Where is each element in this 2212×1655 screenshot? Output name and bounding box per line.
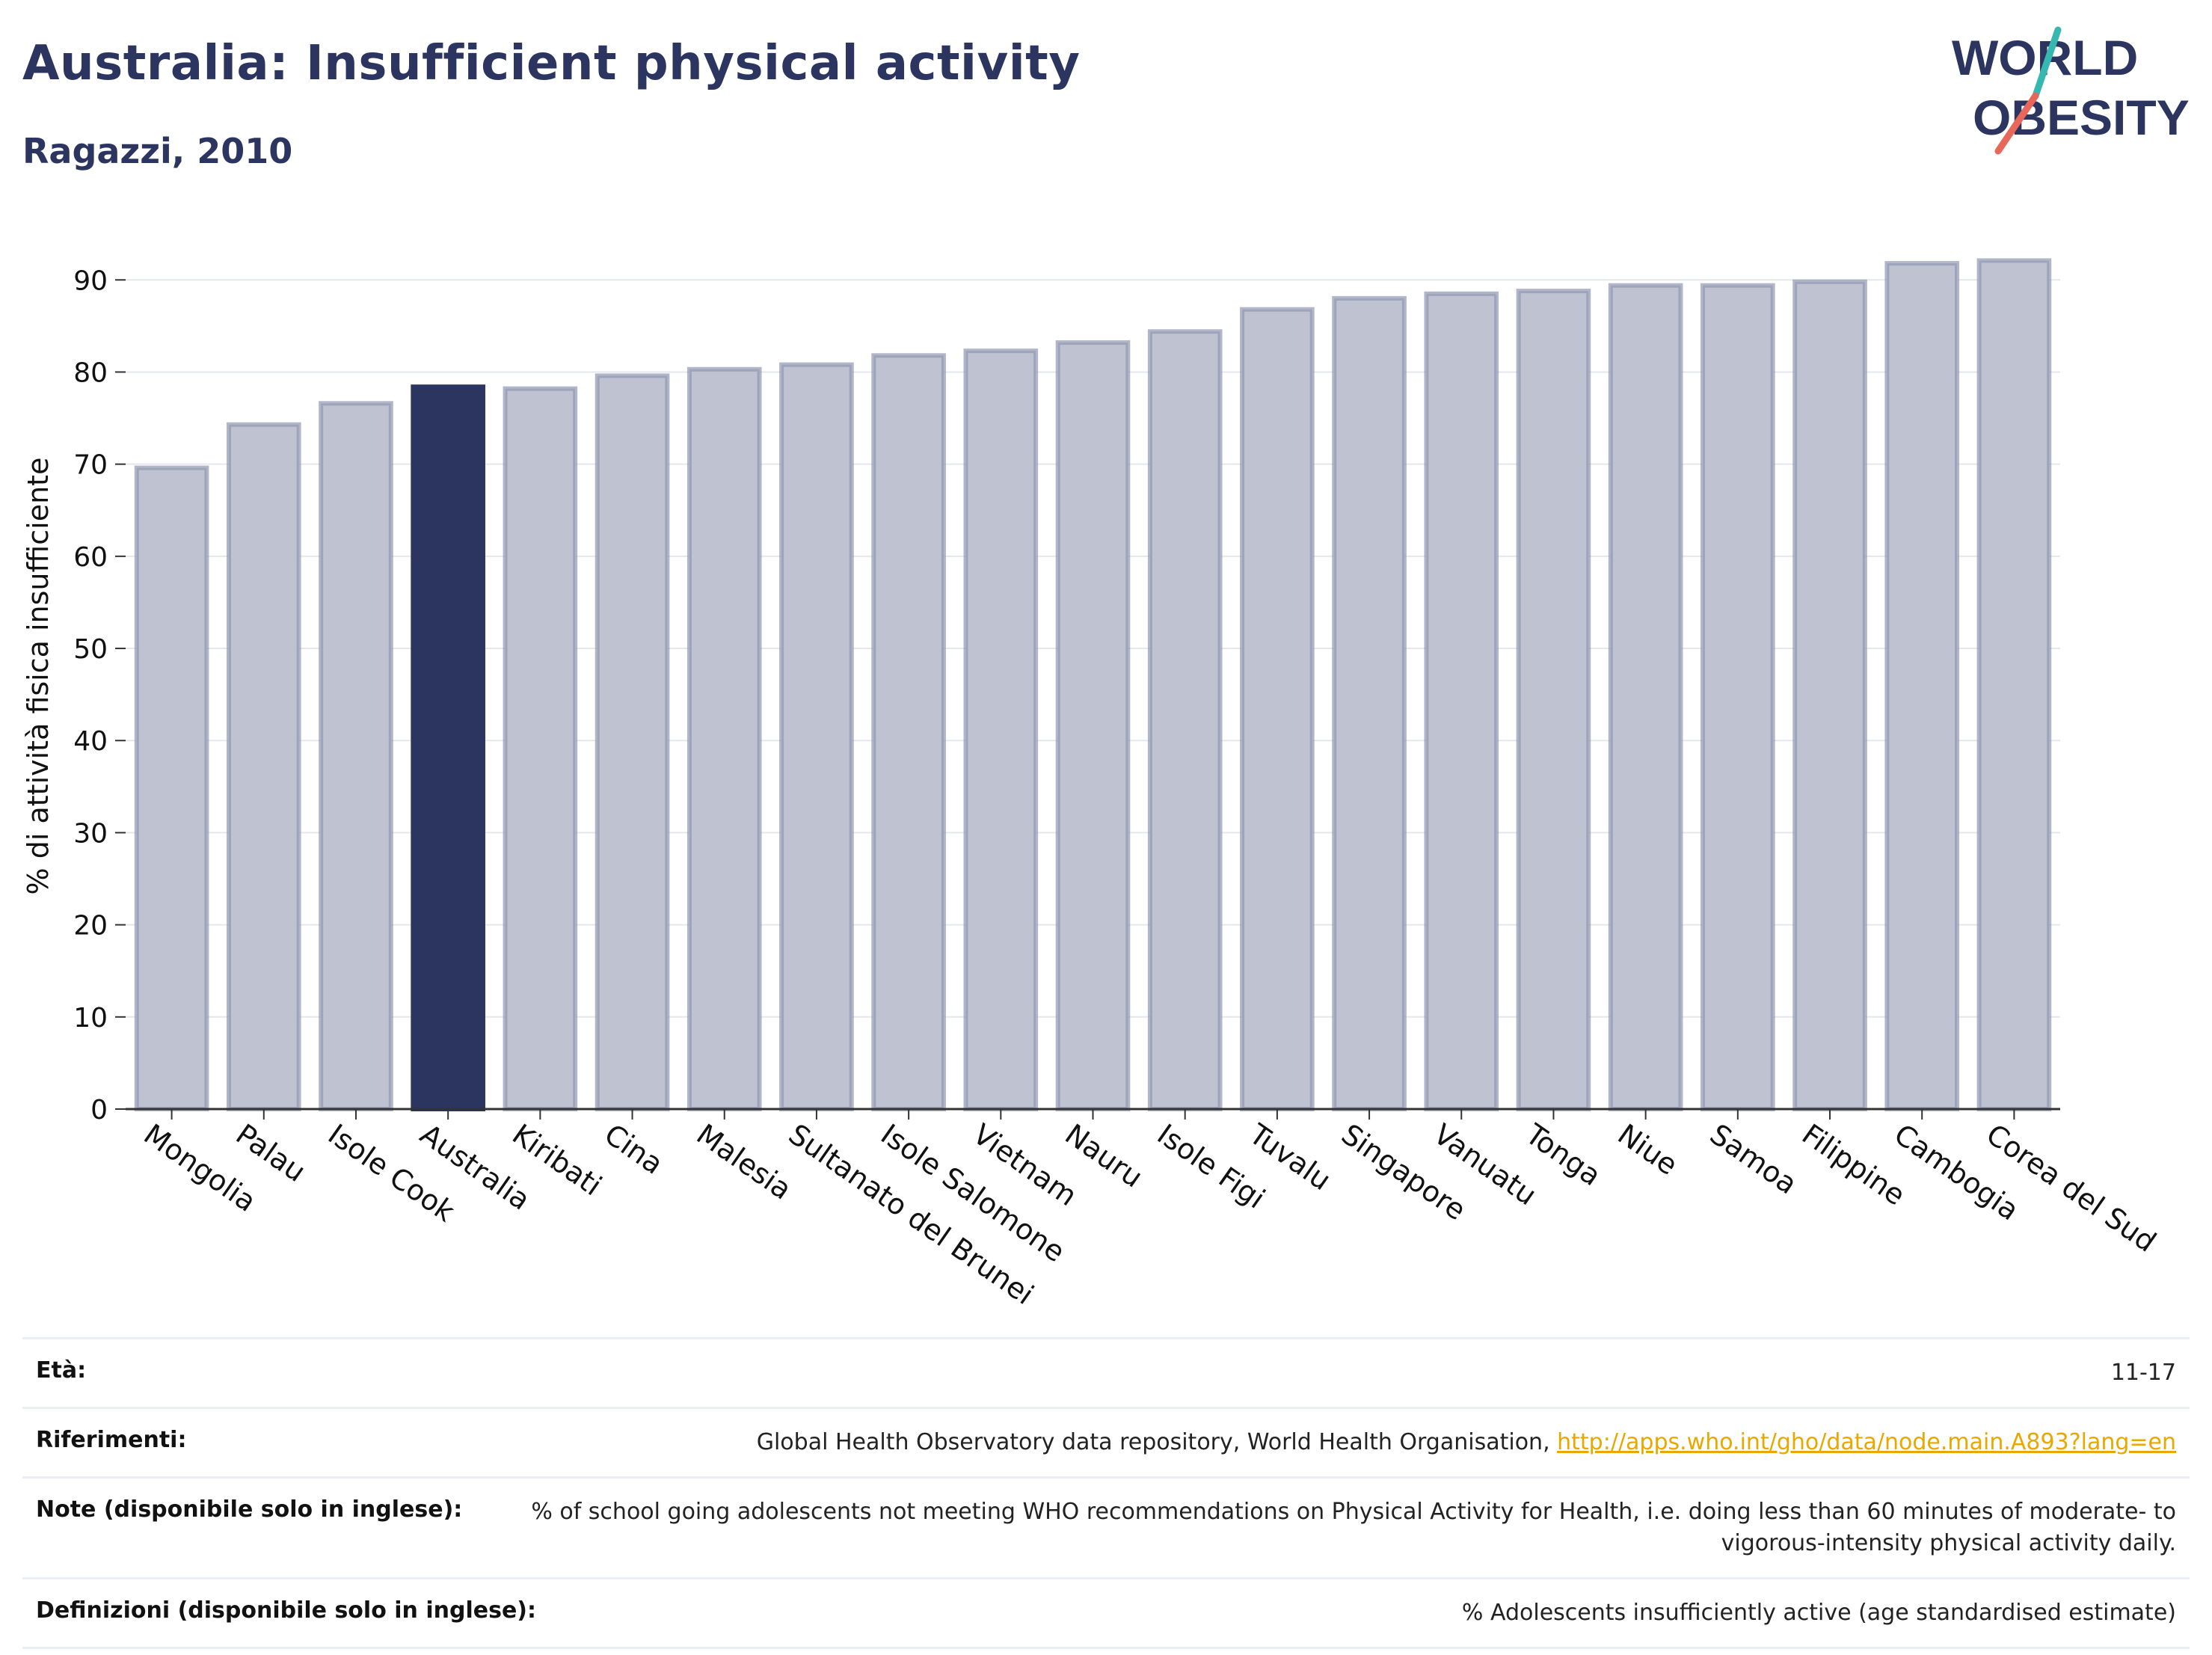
bar-singapore — [1332, 295, 1407, 1111]
y-tick-label: 80 — [73, 357, 108, 388]
bar-tuvalu — [1240, 307, 1315, 1111]
bar-isole-figi — [1147, 329, 1223, 1112]
page-title: Australia: Insufficient physical activit… — [22, 36, 1081, 91]
footer-label: Età: — [36, 1357, 87, 1384]
bar-nauru — [1055, 340, 1131, 1112]
x-tick-label: Samoa — [1704, 1117, 1804, 1200]
x-tick-label: Malesia — [691, 1117, 798, 1206]
reference-link[interactable]: http://apps.who.int/gho/data/node.main.A… — [1557, 1429, 2176, 1455]
y-tick-label: 50 — [73, 634, 108, 665]
y-tick-label: 10 — [73, 1003, 108, 1034]
y-axis-ticks: 0 10 20 30 40 50 60 70 80 90 — [73, 265, 126, 1126]
bar-australia — [411, 384, 485, 1111]
footer-value: 11-17 — [2110, 1360, 2176, 1386]
bar-corea-del-sud — [1976, 258, 2052, 1111]
y-tick-label: 40 — [73, 726, 108, 757]
bar-isole-cook — [319, 401, 393, 1111]
footer-row-definitions: Definizioni (disponibile solo in inglese… — [22, 1577, 2190, 1649]
bar-cina — [595, 373, 670, 1111]
metadata-table: Età: 11-17 Riferimenti: Global Health Ob… — [22, 1337, 2190, 1649]
y-tick-label: 0 — [90, 1095, 108, 1126]
bar-cambogia — [1884, 261, 1960, 1111]
bar-samoa — [1701, 283, 1775, 1111]
footer-label: Note (disponibile solo in inglese): — [36, 1496, 463, 1523]
bar-tonga — [1516, 289, 1591, 1111]
y-tick-label: 30 — [73, 818, 108, 849]
footer-label: Definizioni (disponibile solo in inglese… — [36, 1597, 536, 1624]
bar-vietnam — [963, 348, 1039, 1111]
bar-mongolia — [134, 465, 209, 1111]
x-tick-label: Niue — [1612, 1117, 1683, 1182]
y-axis-label: % di attività fisica insufficiente — [22, 458, 55, 895]
x-tick-label: Filippine — [1796, 1117, 1911, 1212]
footer-value: Global Health Observatory data repositor… — [757, 1427, 2176, 1458]
bar-kiribati — [503, 386, 578, 1111]
footer-value: % of school going adolescents not meetin… — [531, 1499, 2176, 1556]
logo-accent-teal — [2032, 26, 2062, 99]
bar-filippine — [1792, 279, 1867, 1111]
page-subtitle: Ragazzi, 2010 — [22, 131, 293, 171]
reference-text: Global Health Observatory data repositor… — [756, 1429, 1558, 1455]
bar-malesia — [686, 366, 762, 1111]
world-obesity-logo: WORLD OBESITY — [1952, 26, 2190, 155]
y-tick-label: 90 — [73, 265, 108, 296]
footer-row-references: Riferimenti: Global Health Observatory d… — [22, 1407, 2190, 1476]
y-tick-label: 70 — [73, 450, 108, 481]
bar-isole-salomone — [871, 353, 946, 1111]
footer-value: % Adolescents insufficiently active (age… — [1461, 1600, 2176, 1626]
y-tick-label: 60 — [73, 542, 108, 573]
x-tick-label: Cina — [598, 1117, 669, 1180]
logo-accent-coral — [1994, 92, 2039, 155]
footer-label: Riferimenti: — [36, 1427, 187, 1453]
bar-palau — [226, 422, 301, 1111]
bars — [134, 258, 2052, 1112]
bar-vanuatu — [1424, 291, 1499, 1111]
bar-sultanato-del-brunei — [779, 362, 854, 1111]
bar-niue — [1608, 283, 1683, 1111]
footer-row-age: Età: 11-17 — [22, 1337, 2190, 1407]
footer-row-notes: Note (disponibile solo in inglese): % of… — [22, 1476, 2190, 1577]
y-tick-label: 20 — [73, 911, 108, 942]
